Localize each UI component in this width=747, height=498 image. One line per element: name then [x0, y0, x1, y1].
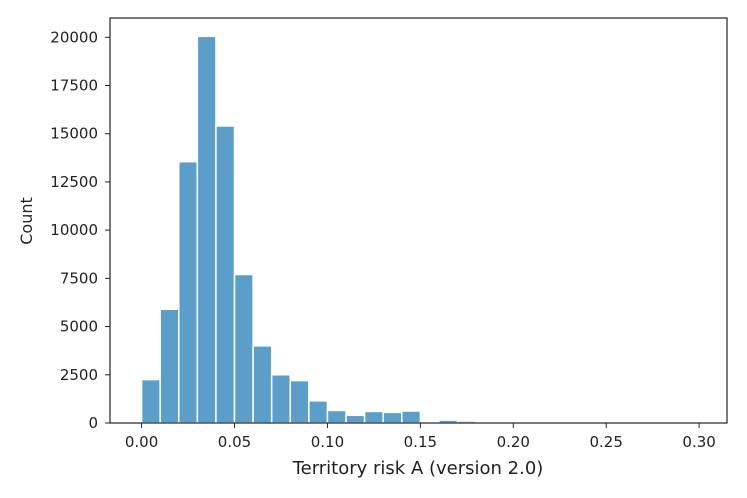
histogram-bar — [252, 345, 273, 424]
y-tick-label: 17500 — [50, 77, 98, 95]
histogram-bar — [308, 400, 329, 424]
histogram-bar — [270, 374, 292, 424]
y-ticks: 0 2500 5000 7500 10000 12500 15000 17500 20000 — [50, 28, 110, 432]
y-tick-label: 15000 — [50, 125, 98, 143]
x-axis-label: Territory risk A (version 2.0) — [292, 458, 544, 479]
y-tick-label: 12500 — [50, 173, 98, 191]
y-tick-label: 20000 — [50, 28, 98, 46]
histogram-bar — [289, 379, 310, 424]
histogram-bar — [401, 410, 422, 424]
x-tick-label: 0.30 — [682, 433, 715, 451]
x-tick-label: 0.00 — [125, 433, 158, 451]
y-tick-label: 7500 — [60, 269, 98, 287]
y-tick-label: 2500 — [60, 366, 98, 384]
bars-group — [140, 35, 700, 424]
histogram-bar — [382, 411, 403, 424]
histogram-bar — [345, 414, 366, 424]
x-tick-label: 0.10 — [311, 433, 344, 451]
x-ticks: 0.00 0.05 0.10 0.15 0.20 0.25 0.30 — [125, 423, 716, 451]
x-tick-label: 0.15 — [404, 433, 437, 451]
y-tick-label: 10000 — [50, 221, 98, 239]
histogram-bar — [178, 160, 199, 424]
histogram-bar — [196, 35, 217, 424]
histogram-bar — [140, 378, 161, 424]
y-axis-label: Count — [17, 197, 36, 245]
histogram-bar — [159, 308, 180, 424]
histogram-bar — [363, 410, 384, 424]
x-tick-label: 0.20 — [497, 433, 530, 451]
x-tick-label: 0.05 — [218, 433, 251, 451]
y-tick-label: 5000 — [60, 318, 98, 336]
histogram-bar — [233, 273, 254, 424]
histogram-bar — [215, 125, 236, 424]
y-tick-label: 0 — [88, 414, 98, 432]
x-tick-label: 0.25 — [589, 433, 622, 451]
histogram-bar — [326, 409, 347, 424]
plot-frame — [109, 17, 728, 424]
